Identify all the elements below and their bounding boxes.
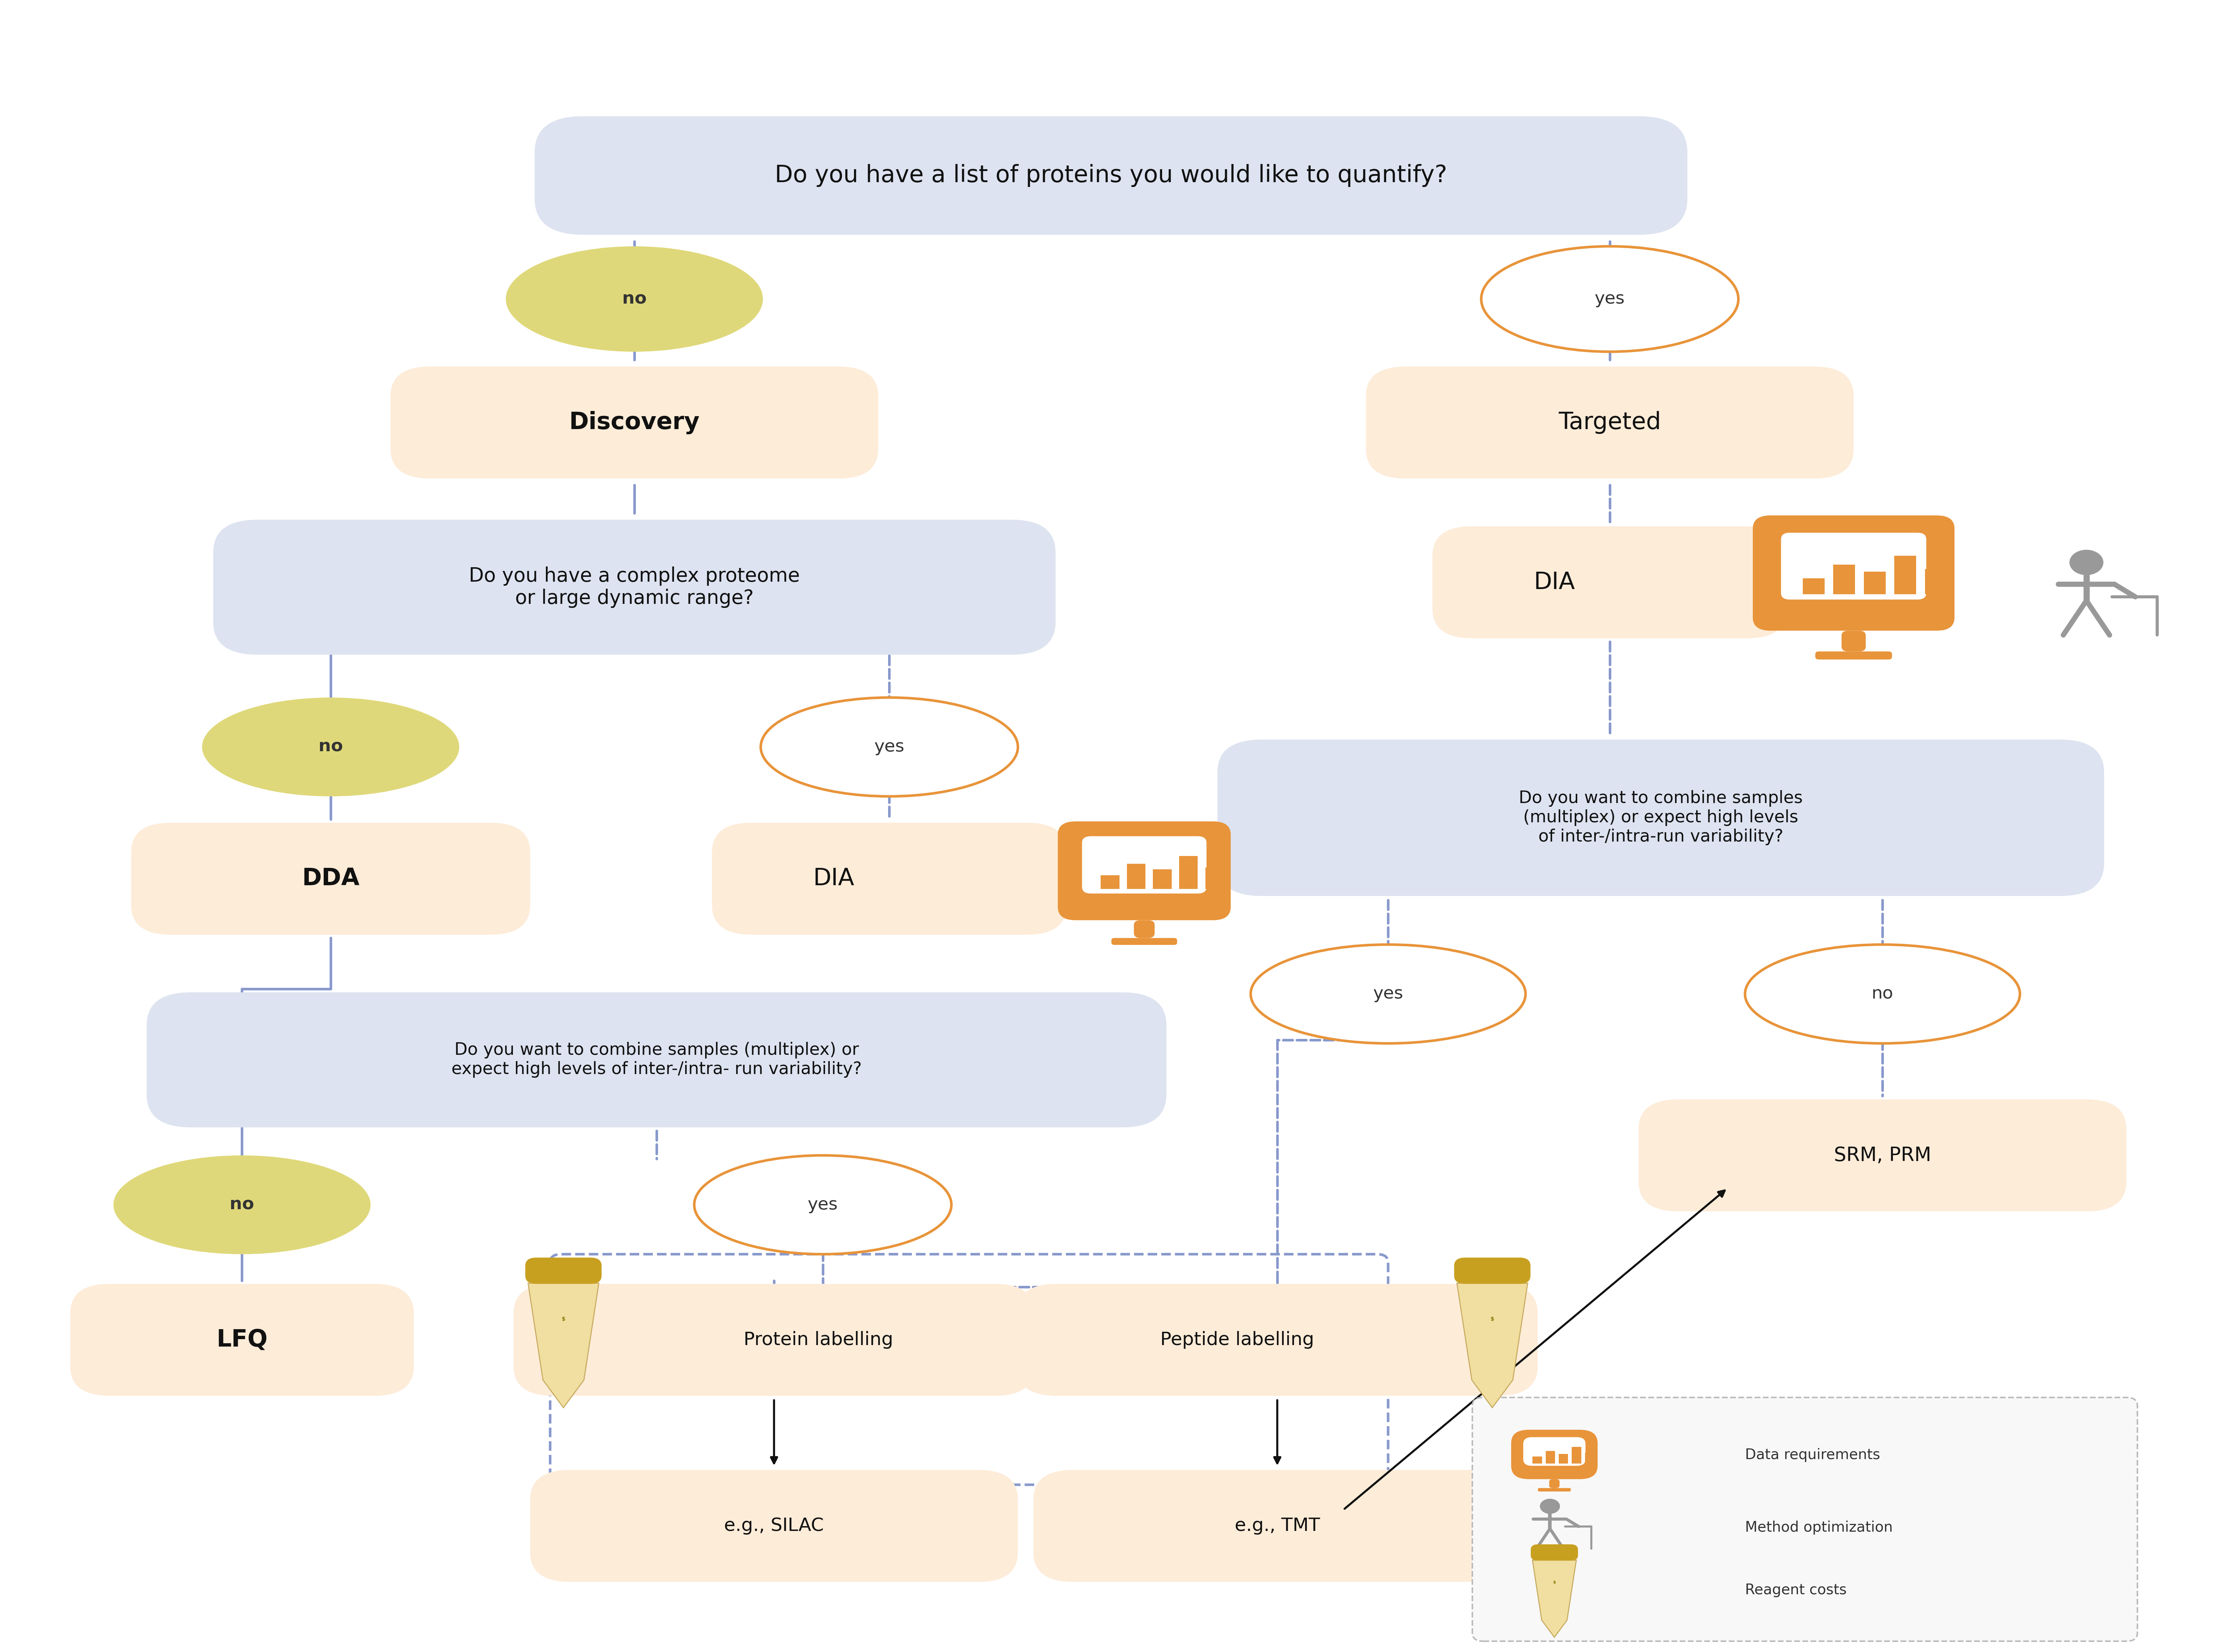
FancyBboxPatch shape (391, 367, 878, 479)
Bar (1204, 867, 1224, 889)
FancyBboxPatch shape (1538, 1488, 1571, 1492)
FancyBboxPatch shape (1367, 367, 1853, 479)
Bar (1547, 1450, 1555, 1464)
FancyBboxPatch shape (213, 520, 1055, 654)
Text: Do you have a list of proteins you would like to quantify?: Do you have a list of proteins you would… (775, 164, 1447, 187)
Bar (1895, 555, 1915, 595)
FancyBboxPatch shape (1433, 527, 1786, 638)
Text: e.g., SILAC: e.g., SILAC (724, 1517, 824, 1535)
FancyBboxPatch shape (513, 1284, 1035, 1396)
Text: Do you want to combine samples
(multiplex) or expect high levels
of inter-/intra: Do you want to combine samples (multiple… (1520, 790, 1802, 846)
Bar (1100, 876, 1120, 889)
Text: $: $ (562, 1317, 564, 1322)
FancyBboxPatch shape (1524, 1437, 1587, 1465)
Polygon shape (1458, 1284, 1529, 1408)
Text: Do you want to combine samples (multiplex) or
expect high levels of inter-/intra: Do you want to combine samples (multiple… (451, 1042, 862, 1077)
FancyBboxPatch shape (1842, 631, 1866, 651)
Text: e.g., TMT: e.g., TMT (1235, 1517, 1320, 1535)
FancyBboxPatch shape (1511, 1429, 1598, 1479)
FancyBboxPatch shape (1218, 740, 2104, 895)
FancyBboxPatch shape (1082, 836, 1207, 894)
Text: DIA: DIA (813, 867, 855, 890)
FancyBboxPatch shape (1782, 532, 1926, 600)
Text: yes: yes (807, 1196, 838, 1213)
Ellipse shape (202, 697, 460, 796)
FancyBboxPatch shape (1473, 1398, 2138, 1640)
Bar (1924, 570, 1946, 595)
Text: yes: yes (1595, 291, 1624, 307)
Text: no: no (1871, 986, 1893, 1003)
FancyBboxPatch shape (711, 823, 1067, 935)
Text: Reagent costs: Reagent costs (1744, 1583, 1846, 1597)
Ellipse shape (760, 697, 1018, 796)
Text: $: $ (1553, 1581, 1555, 1584)
Circle shape (1540, 1498, 1560, 1513)
FancyBboxPatch shape (531, 1470, 1018, 1583)
Text: no: no (622, 291, 647, 307)
FancyBboxPatch shape (131, 823, 531, 935)
FancyBboxPatch shape (1815, 651, 1891, 659)
Text: no: no (318, 738, 342, 755)
Bar (1558, 1454, 1569, 1464)
Bar (1584, 1452, 1593, 1464)
Text: DIA: DIA (1533, 572, 1575, 593)
Text: Method optimization: Method optimization (1744, 1520, 1893, 1535)
Bar (1802, 578, 1824, 595)
FancyBboxPatch shape (1453, 1257, 1531, 1284)
FancyBboxPatch shape (1018, 1284, 1538, 1396)
FancyBboxPatch shape (536, 116, 1686, 235)
FancyBboxPatch shape (1753, 515, 1955, 631)
FancyBboxPatch shape (147, 993, 1167, 1127)
Text: yes: yes (1373, 986, 1404, 1003)
Bar (1127, 864, 1147, 889)
Bar (1533, 1457, 1542, 1464)
FancyBboxPatch shape (71, 1284, 413, 1396)
Polygon shape (529, 1284, 598, 1408)
Circle shape (2069, 550, 2104, 575)
Text: Protein labelling: Protein labelling (744, 1332, 893, 1348)
Ellipse shape (113, 1155, 371, 1254)
Ellipse shape (693, 1155, 951, 1254)
Polygon shape (1533, 1559, 1575, 1637)
Ellipse shape (1482, 246, 1738, 352)
FancyBboxPatch shape (1111, 938, 1178, 945)
Text: Discovery: Discovery (569, 411, 700, 434)
Text: Do you have a complex proteome
or large dynamic range?: Do you have a complex proteome or large … (469, 567, 800, 608)
Bar (1153, 869, 1171, 889)
Bar (1864, 572, 1886, 595)
FancyBboxPatch shape (1058, 821, 1231, 920)
Text: Targeted: Targeted (1558, 411, 1662, 434)
Ellipse shape (1744, 945, 2020, 1044)
FancyBboxPatch shape (1638, 1099, 2126, 1211)
Text: LFQ: LFQ (216, 1328, 267, 1351)
Text: DDA: DDA (302, 867, 360, 890)
Bar (1180, 856, 1198, 889)
FancyBboxPatch shape (1033, 1470, 1522, 1583)
Text: Peptide labelling: Peptide labelling (1160, 1332, 1313, 1348)
Text: yes: yes (873, 738, 904, 755)
FancyBboxPatch shape (524, 1257, 602, 1284)
Text: SRM, PRM: SRM, PRM (1833, 1146, 1931, 1165)
Bar (1571, 1447, 1582, 1464)
Text: Data requirements: Data requirements (1744, 1449, 1880, 1462)
FancyBboxPatch shape (1531, 1545, 1578, 1561)
FancyBboxPatch shape (1133, 920, 1155, 938)
Text: no: no (229, 1196, 253, 1213)
Ellipse shape (507, 246, 762, 352)
Ellipse shape (1251, 945, 1527, 1044)
FancyBboxPatch shape (1549, 1479, 1560, 1488)
Text: $: $ (1491, 1317, 1493, 1322)
Bar (1833, 565, 1855, 595)
